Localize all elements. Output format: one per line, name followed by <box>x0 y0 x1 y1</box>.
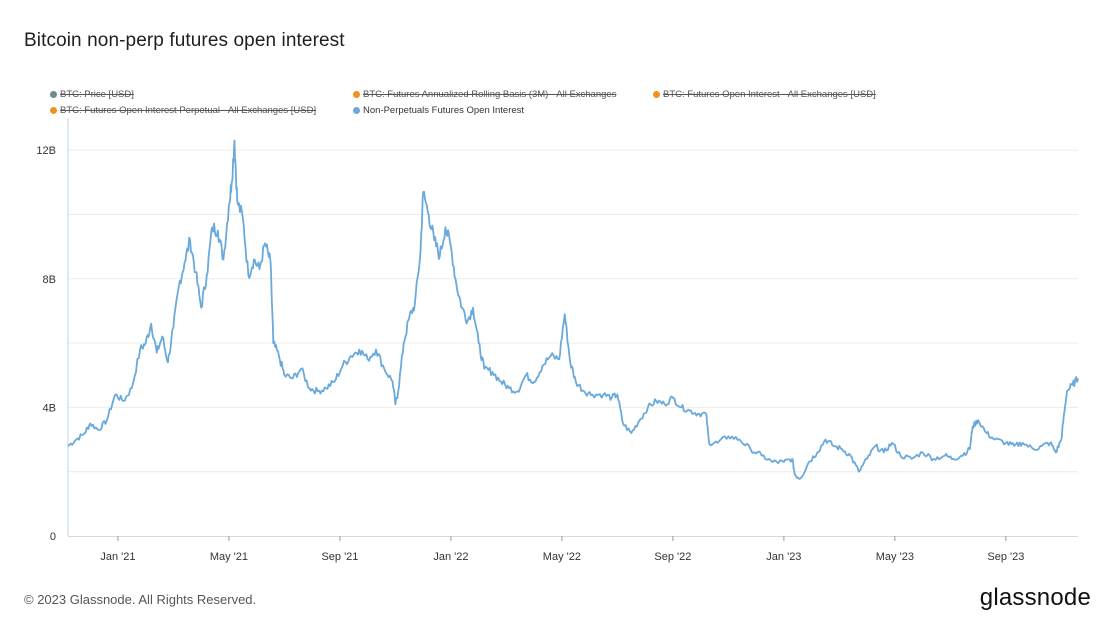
chart-title: Bitcoin non-perp futures open interest <box>24 30 345 51</box>
x-tick-label: Jan '23 <box>766 551 801 563</box>
series-line-non-perp-oi <box>67 139 1079 480</box>
copyright-text: © 2023 Glassnode. All Rights Reserved. <box>24 592 257 607</box>
legend: BTC: Price [USD] BTC: Futures Annualized… <box>50 86 1090 118</box>
x-tick-label: May '22 <box>543 551 581 563</box>
x-tick-label: Jan '22 <box>433 551 468 563</box>
legend-dot-icon <box>50 106 57 114</box>
legend-item-non-perp-oi[interactable]: Non-Perpetuals Futures Open Interest <box>353 105 524 116</box>
legend-label: BTC: Futures Open Interest Perpetual - A… <box>60 104 317 116</box>
legend-dot-icon <box>353 106 360 114</box>
legend-label: Non-Perpetuals Futures Open Interest <box>363 104 525 116</box>
y-tick-label: 0 <box>50 531 56 543</box>
x-tick-label: Jan '21 <box>100 551 135 563</box>
x-tick-label: May '23 <box>876 551 914 563</box>
legend-dot-icon <box>353 90 360 98</box>
x-tick-label: Sep '22 <box>654 551 691 563</box>
y-tick-label: 4B <box>43 402 56 414</box>
x-tick-label: Sep '21 <box>321 551 358 563</box>
legend-dot-icon <box>653 90 660 98</box>
legend-row-2: BTC: Futures Open Interest Perpetual - A… <box>50 102 1090 118</box>
legend-label: BTC: Price [USD] <box>60 88 134 100</box>
glassnode-logo: glassnode <box>979 584 1091 611</box>
legend-dot-icon <box>50 90 57 98</box>
legend-item-btc-price[interactable]: BTC: Price [USD] <box>50 89 353 100</box>
legend-label: BTC: Futures Annualized Rolling Basis (3… <box>363 88 617 100</box>
legend-item-futures-oi-perpetual[interactable]: BTC: Futures Open Interest Perpetual - A… <box>50 105 353 116</box>
legend-row-1: BTC: Price [USD] BTC: Futures Annualized… <box>50 86 1090 102</box>
y-tick-label: 8B <box>43 274 56 286</box>
x-tick-label: May '21 <box>210 551 248 563</box>
x-tick-label: Sep '23 <box>987 551 1024 563</box>
legend-label: BTC: Futures Open Interest - All Exchang… <box>663 88 876 100</box>
legend-item-futures-basis[interactable]: BTC: Futures Annualized Rolling Basis (3… <box>353 89 653 100</box>
y-tick-label: 12B <box>36 145 56 157</box>
legend-item-futures-oi[interactable]: BTC: Futures Open Interest - All Exchang… <box>653 89 913 100</box>
